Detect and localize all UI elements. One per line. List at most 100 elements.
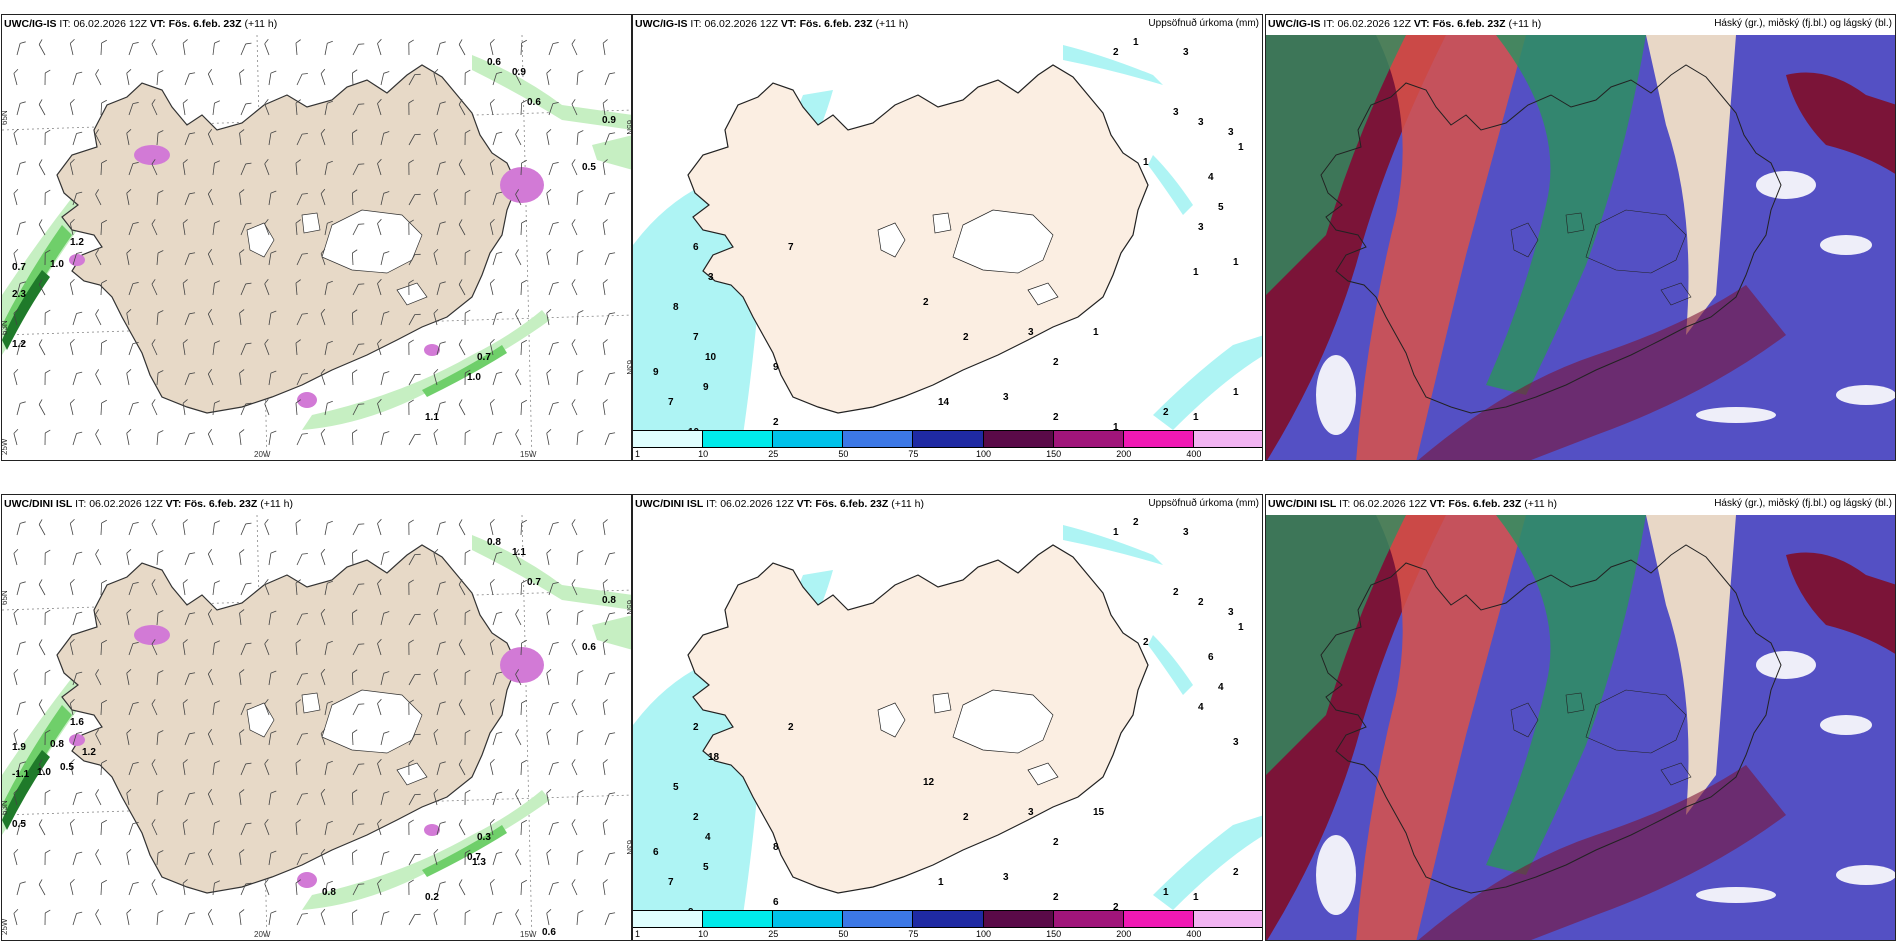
wind-barb — [377, 98, 382, 116]
wind-barb — [571, 159, 578, 176]
wind-barb — [546, 549, 552, 566]
precip-area — [1153, 815, 1262, 910]
wind-barb — [320, 248, 326, 266]
wind-barb — [604, 552, 616, 566]
value-label: 1 — [1193, 412, 1199, 423]
value-label: 8 — [673, 302, 679, 313]
wind-barb — [602, 219, 608, 236]
wind-barb — [604, 672, 616, 686]
wind-barb — [436, 341, 446, 356]
wind-barb — [377, 638, 382, 656]
wind-barb — [489, 218, 495, 236]
wind-barb — [44, 669, 51, 686]
value-label: 2 — [1233, 867, 1239, 878]
wind-barb — [100, 159, 107, 176]
wind-barb — [268, 70, 277, 86]
wind-barb — [239, 189, 245, 206]
wind-barb — [296, 253, 308, 266]
value-label: 1 — [1193, 267, 1199, 278]
iceland-land — [56, 64, 518, 414]
wind-barb — [602, 879, 608, 896]
wind-barb — [151, 339, 158, 356]
wind-barb — [184, 852, 196, 866]
value-label: 0.6 — [542, 927, 556, 938]
wind-barb — [128, 822, 139, 836]
wind-barb — [408, 639, 414, 656]
wind-barb — [352, 703, 365, 716]
wind-barb — [38, 99, 46, 116]
wind-barb — [546, 369, 552, 386]
value-label: 1 — [1093, 327, 1099, 338]
wind-barb — [548, 642, 559, 656]
wind-barb — [264, 398, 270, 416]
wind-barb — [69, 398, 75, 416]
wind-barb — [295, 579, 301, 596]
wind-barb — [44, 69, 51, 86]
wind-barb — [69, 218, 75, 236]
wind-barb — [571, 639, 578, 656]
glacier-area — [952, 689, 1054, 754]
colorbar-cell — [703, 910, 774, 928]
wind-barb — [151, 279, 158, 296]
wind-barb — [352, 403, 365, 416]
wind-barb — [377, 398, 382, 416]
wind-barb — [126, 609, 132, 626]
wind-barb — [436, 41, 446, 56]
colorbar-cell — [913, 430, 984, 448]
wind-barb — [240, 162, 252, 176]
wind-barb — [100, 399, 107, 416]
wind-barb — [571, 39, 578, 56]
wind-barb — [296, 613, 308, 626]
wind-barb — [264, 638, 270, 656]
wind-barb — [380, 71, 390, 86]
wind-barb — [436, 641, 446, 656]
wind-barb — [240, 42, 252, 56]
wind-barb — [489, 758, 495, 776]
wind-barb — [100, 759, 107, 776]
wind-barb — [320, 128, 326, 146]
wind-barb — [72, 731, 83, 746]
wind-barb — [324, 340, 333, 356]
iceland-coast — [1320, 64, 1782, 414]
wind-barb — [16, 101, 26, 116]
lon-label: 20W — [254, 450, 271, 459]
wind-barb — [320, 728, 326, 746]
wind-barb — [324, 880, 333, 896]
cloud-map — [1266, 35, 1895, 460]
value-label: 1 — [1238, 142, 1244, 153]
value-label: 2 — [1113, 902, 1119, 913]
wind-barb — [151, 639, 158, 656]
wind-barb — [128, 522, 139, 536]
wind-barb — [351, 249, 358, 266]
colorbar-cell — [773, 430, 844, 448]
wind-barb — [72, 311, 83, 326]
colorbar-cell — [1123, 910, 1194, 928]
snow-patch — [424, 824, 440, 836]
wind-barb — [212, 880, 220, 896]
wind-barb — [520, 879, 527, 896]
wind-barb — [492, 911, 503, 926]
high-cloud-band — [1266, 35, 1406, 295]
wind-barb — [571, 399, 578, 416]
wind-barb — [182, 39, 188, 56]
wind-barb — [602, 159, 608, 176]
colorbar-label: 50 — [838, 449, 849, 459]
wind-barb — [296, 793, 308, 806]
wind-barb — [95, 669, 102, 686]
value-label: 6 — [653, 847, 659, 858]
glacier-area — [396, 762, 428, 786]
wind-barb — [576, 190, 584, 206]
wind-barb — [72, 851, 83, 866]
wind-barb — [515, 69, 522, 86]
value-label: 2 — [1163, 407, 1169, 418]
wind-barb — [296, 313, 308, 326]
value-label: 1.3 — [472, 857, 486, 868]
wind-barb — [95, 909, 102, 926]
snow-patch — [134, 625, 170, 645]
wind-barb — [295, 879, 301, 896]
mid-cloud-band — [1356, 35, 1526, 460]
value-label: 3 — [1198, 222, 1204, 233]
wind-barb — [128, 882, 139, 896]
wind-barb — [38, 159, 46, 176]
wind-barb — [212, 640, 220, 656]
